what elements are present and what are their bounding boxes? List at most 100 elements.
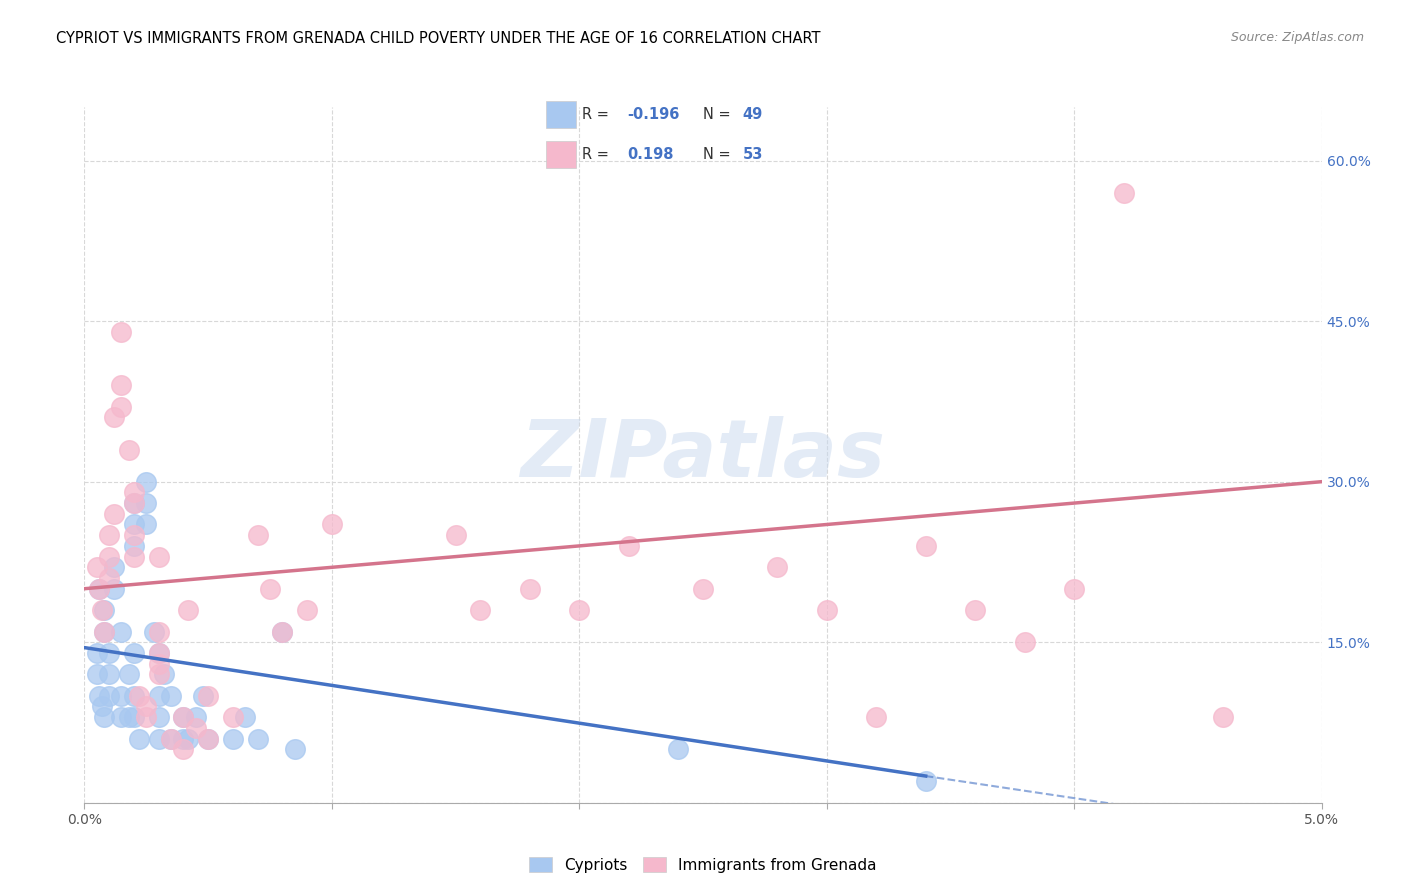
Point (98, 571, 121, 585)
Point (148, 646, 170, 660)
Point (197, 689, 219, 703)
Point (766, 560, 789, 574)
Point (93, 603, 115, 617)
Point (103, 560, 125, 574)
Point (1014, 635, 1036, 649)
Point (295, 603, 318, 617)
Point (110, 325, 132, 339)
Point (246, 528, 269, 542)
Point (222, 710, 245, 724)
Point (122, 710, 145, 724)
Point (197, 731, 219, 746)
Point (865, 710, 887, 724)
Point (519, 582, 541, 596)
Point (172, 731, 194, 746)
Point (321, 517, 343, 532)
Point (90, 603, 112, 617)
Point (617, 539, 640, 553)
Point (122, 496, 145, 510)
Point (135, 710, 157, 724)
Bar (546, 101, 576, 128)
Point (815, 603, 838, 617)
Point (118, 667, 141, 681)
Point (110, 378, 132, 392)
Point (692, 582, 714, 596)
Point (222, 731, 245, 746)
Point (89, 689, 111, 703)
Point (444, 528, 467, 542)
Point (177, 603, 200, 617)
Point (148, 689, 170, 703)
Point (271, 624, 294, 639)
Point (246, 731, 269, 746)
Point (191, 689, 214, 703)
Point (177, 731, 200, 746)
Point (148, 646, 170, 660)
Point (160, 731, 183, 746)
Point (184, 721, 207, 735)
Point (90, 699, 112, 714)
Point (1112, 186, 1135, 200)
Point (914, 774, 936, 789)
Point (568, 603, 591, 617)
Point (135, 699, 157, 714)
Point (259, 582, 281, 596)
Text: N =: N = (703, 147, 735, 161)
Point (98, 528, 121, 542)
Point (160, 731, 183, 746)
Point (148, 549, 170, 564)
Point (118, 442, 141, 457)
Point (233, 710, 256, 724)
Point (965, 603, 987, 617)
Point (98, 646, 121, 660)
Point (128, 689, 150, 703)
Point (86, 560, 108, 574)
Bar (546, 141, 576, 168)
Point (110, 689, 132, 703)
Point (271, 624, 294, 639)
Point (110, 400, 132, 414)
Point (122, 496, 145, 510)
Point (89, 582, 111, 596)
Point (93, 624, 115, 639)
Point (98, 549, 121, 564)
Point (197, 731, 219, 746)
Point (122, 539, 145, 553)
Text: 0.198: 0.198 (627, 147, 673, 161)
Point (172, 710, 194, 724)
Point (86, 646, 108, 660)
Text: CYPRIOT VS IMMIGRANTS FROM GRENADA CHILD POVERTY UNDER THE AGE OF 16 CORRELATION: CYPRIOT VS IMMIGRANTS FROM GRENADA CHILD… (56, 31, 821, 46)
Point (93, 624, 115, 639)
Text: 53: 53 (742, 147, 762, 161)
Point (666, 742, 689, 756)
Point (89, 582, 111, 596)
Point (1212, 710, 1234, 724)
Point (172, 710, 194, 724)
Point (122, 646, 145, 660)
Point (172, 742, 194, 756)
Text: -0.196: -0.196 (627, 107, 679, 121)
Point (184, 710, 207, 724)
Point (160, 689, 183, 703)
Point (135, 517, 157, 532)
Point (122, 549, 145, 564)
Text: 49: 49 (742, 107, 762, 121)
Point (148, 624, 170, 639)
Point (103, 507, 125, 521)
Point (135, 496, 157, 510)
Point (122, 528, 145, 542)
Point (98, 667, 121, 681)
Point (135, 475, 157, 489)
Point (86, 667, 108, 681)
Point (128, 731, 150, 746)
Point (914, 539, 936, 553)
Point (284, 742, 307, 756)
Text: R =: R = (582, 147, 619, 161)
Point (148, 731, 170, 746)
Point (148, 667, 170, 681)
Point (110, 624, 132, 639)
Text: Source: ZipAtlas.com: Source: ZipAtlas.com (1230, 31, 1364, 45)
Point (103, 410, 125, 425)
Point (93, 710, 115, 724)
Point (1063, 582, 1085, 596)
